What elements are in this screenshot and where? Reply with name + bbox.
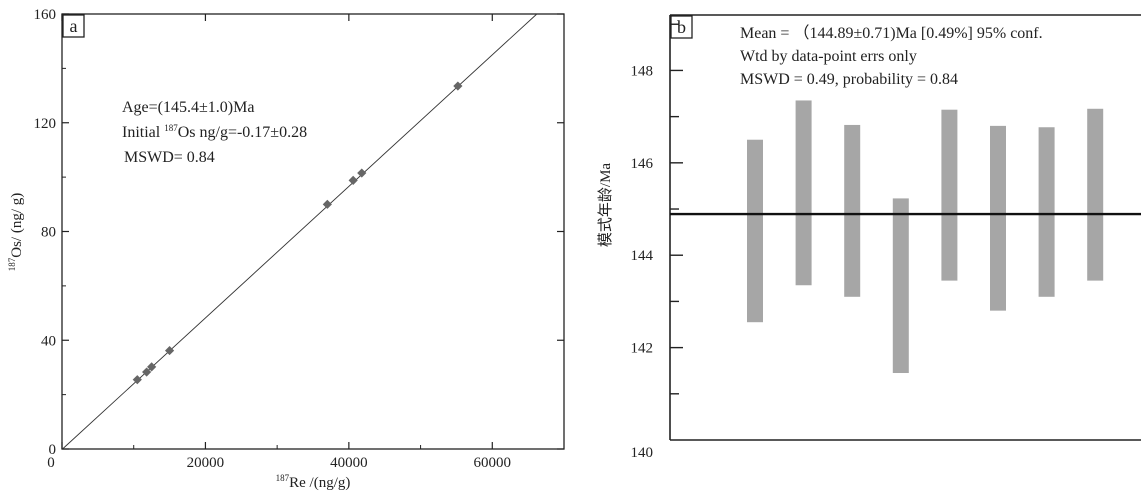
panel-a-initial-sup: 187 xyxy=(164,123,178,133)
panel-a-x-tick-label: 40000 xyxy=(330,455,368,471)
panel-b-age-bar xyxy=(892,198,909,374)
panel-a-initial-prefix: Initial xyxy=(122,124,164,141)
panel-a-data-point xyxy=(147,362,157,372)
panel-a-x-tick-label: 20000 xyxy=(187,455,225,471)
panel-a-initial-annotation: Initial 187Os ng/g=-0.17±0.28 xyxy=(122,123,307,141)
panel-a-y-tick-label: 0 xyxy=(49,442,57,458)
panel-a-age-annotation: Age=(145.4±1.0)Ma xyxy=(122,99,254,116)
panel-b-y-tick-label: 142 xyxy=(631,341,654,357)
panel-a-x-label-sup: 187 xyxy=(276,473,290,483)
panel-b-age-bar xyxy=(1087,108,1104,281)
panel-b-y-tick-label: 140 xyxy=(631,445,654,461)
panel-b-bars xyxy=(747,100,1104,374)
panel-a-x-ticks: 0 20000 40000 60000 xyxy=(47,14,511,471)
panel-a-y-tick-label: 40 xyxy=(41,333,56,349)
panel-a-data-point xyxy=(142,367,152,377)
panel-a-y-axis-label: 187Os/ (ng/ g) xyxy=(7,193,25,272)
panel-a-x-axis-label: 187Re /(ng/g) xyxy=(276,473,351,491)
panel-b-weight-annotation: Wtd by data-point errs only xyxy=(740,48,917,65)
panel-a-data-point xyxy=(453,81,463,91)
panel-a-tag: a xyxy=(70,16,78,36)
panel-a-data-point xyxy=(357,168,367,178)
panel-b-tag: b xyxy=(677,17,686,37)
panel-a: a 0 40 80 120 160 0 20000 40000 60000 Age=(145.… xyxy=(7,7,565,491)
panel-a-x-tick-label: 0 xyxy=(47,455,55,471)
panel-a-y-label-sup: 187 xyxy=(7,257,17,271)
panel-b-y-tick-label: 144 xyxy=(631,248,654,264)
panel-a-tag-box xyxy=(62,14,85,38)
panel-b-age-bar xyxy=(990,125,1006,311)
panel-a-y-tick-label: 80 xyxy=(41,225,56,241)
panel-a-points xyxy=(132,81,463,385)
panel-b-y-ticks: 140 142 144 146 148 xyxy=(631,23,683,461)
panel-b-age-bar xyxy=(747,139,763,323)
panel-b-age-bar xyxy=(1038,127,1055,297)
panel-a-data-point xyxy=(348,175,358,185)
panel-a-x-tick-label: 60000 xyxy=(474,455,512,471)
panel-a-x-label-text: Re /(ng/g) xyxy=(289,475,350,491)
panel-b-mswd-annotation: MSWD = 0.49, probability = 0.84 xyxy=(740,71,958,88)
panel-b-y-tick-label: 146 xyxy=(631,156,654,172)
panel-b-age-bar xyxy=(795,100,812,286)
panel-b-age-bar xyxy=(844,124,861,297)
panel-a-y-label-text: Os/ (ng/ g) xyxy=(9,193,25,258)
panel-a-y-tick-label: 160 xyxy=(34,7,57,23)
panel-a-data-point xyxy=(322,199,332,209)
panel-a-data-point xyxy=(132,375,142,385)
panel-b-y-tick-label: 148 xyxy=(631,63,654,79)
panel-a-y-tick-label: 120 xyxy=(34,116,57,132)
panel-b-tag-box xyxy=(670,15,693,39)
panel-b-y-axis-label: 模式年龄/Ma xyxy=(597,163,614,248)
panel-b-mean-annotation: Mean = （144.89±0.71)Ma [0.49%] 95% conf. xyxy=(740,24,1043,42)
panel-a-data-point xyxy=(164,345,175,356)
panel-a-y-ticks: 0 40 80 120 160 xyxy=(34,7,564,458)
panel-b-age-bar xyxy=(941,109,958,281)
panel-a-fit-line xyxy=(62,13,538,450)
panel-b: b 140 142 144 146 148 Mean = （144.89±0.71)Ma… xyxy=(597,14,1141,461)
panel-a-initial-rest: Os ng/g=-0.17±0.28 xyxy=(178,124,307,141)
panel-a-mswd-annotation: MSWD= 0.84 xyxy=(124,149,215,166)
